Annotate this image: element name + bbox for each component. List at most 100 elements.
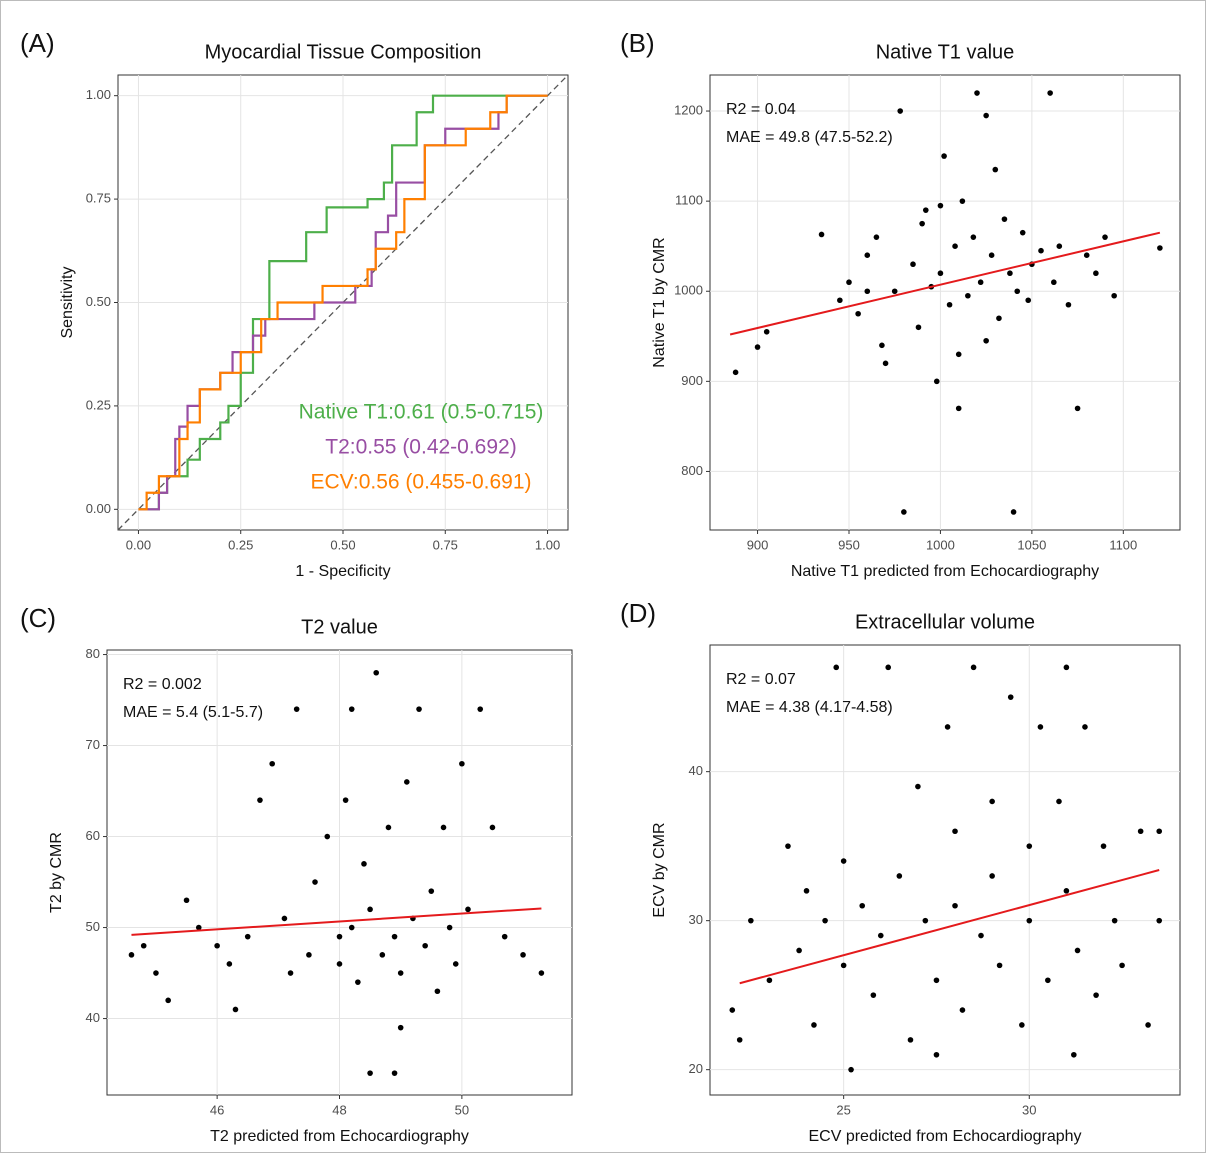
point: [1051, 279, 1057, 286]
legend-entry: ECV:0.56 (0.455-0.691): [310, 471, 531, 494]
point: [822, 917, 828, 924]
y-tick-label: 900: [681, 373, 703, 388]
point: [128, 952, 135, 958]
point: [922, 207, 929, 213]
point: [1007, 270, 1013, 277]
point: [970, 664, 977, 671]
point: [452, 961, 459, 967]
point: [729, 1007, 736, 1013]
point: [1010, 509, 1017, 515]
annotation: R2 = 0.002: [123, 676, 202, 693]
regression-line: [729, 231, 1161, 336]
point: [1111, 292, 1117, 299]
point: [848, 1066, 854, 1073]
point: [244, 933, 251, 940]
point: [501, 933, 508, 940]
chart-title: Myocardial Tissue Composition: [205, 41, 482, 63]
point: [977, 279, 984, 286]
point: [1119, 962, 1125, 969]
point: [754, 344, 761, 350]
point: [952, 243, 958, 249]
point: [465, 906, 471, 913]
point: [183, 897, 190, 904]
point: [983, 112, 989, 119]
x-axis-label: Native T1 predicted from Echocardiograph…: [791, 563, 1099, 580]
point: [226, 961, 233, 967]
point: [833, 664, 840, 671]
point: [989, 873, 995, 879]
point: [937, 270, 944, 277]
point: [1014, 288, 1021, 295]
annotation: MAE = 49.8 (47.5-52.2): [726, 129, 893, 146]
point: [970, 234, 977, 240]
y-tick-label: 800: [681, 463, 703, 478]
y-tick-label: 0.00: [86, 501, 111, 516]
point: [897, 108, 903, 114]
point: [153, 970, 159, 976]
point: [885, 664, 891, 671]
point: [855, 310, 861, 317]
x-tick-label: 1000: [926, 537, 955, 552]
point: [306, 952, 312, 958]
point: [840, 858, 847, 864]
point: [1037, 724, 1044, 730]
panel-label: (D): [620, 598, 656, 628]
point: [955, 405, 962, 412]
y-axis-label: T2 by CMR: [48, 832, 65, 913]
annotation: MAE = 5.4 (5.1-5.7): [123, 704, 263, 721]
legend-entry: Native T1:0.61 (0.5-0.715): [299, 401, 544, 424]
point: [416, 706, 422, 712]
point: [446, 924, 453, 931]
y-tick-label: 70: [86, 737, 100, 752]
point: [140, 942, 147, 949]
point: [796, 947, 802, 954]
point: [1083, 252, 1090, 258]
point: [367, 906, 373, 913]
x-tick-label: 0.25: [228, 537, 253, 552]
y-tick-label: 1.00: [86, 87, 111, 102]
point: [1056, 243, 1063, 249]
point: [385, 824, 392, 831]
y-tick-label: 0.75: [86, 191, 111, 206]
point: [391, 933, 398, 940]
point: [859, 902, 866, 909]
point: [1156, 917, 1163, 924]
point: [941, 153, 947, 159]
point: [1063, 664, 1070, 671]
point: [348, 924, 355, 931]
point: [1156, 828, 1163, 835]
regression-line: [739, 869, 1160, 985]
point: [373, 669, 380, 676]
point: [944, 724, 951, 730]
point: [922, 917, 929, 924]
x-tick-label: 1100: [1109, 537, 1137, 552]
point: [864, 288, 871, 295]
y-tick-label: 20: [689, 1061, 703, 1076]
point: [1093, 992, 1099, 998]
point: [748, 917, 754, 924]
x-tick-label: 46: [210, 1102, 224, 1117]
point: [520, 952, 526, 958]
point: [1047, 90, 1053, 96]
point: [959, 198, 966, 204]
y-tick-label: 0.25: [86, 397, 111, 412]
point: [877, 932, 884, 939]
point: [422, 942, 428, 949]
point: [818, 231, 825, 238]
point: [281, 915, 288, 922]
point: [840, 962, 847, 969]
y-tick-label: 0.50: [86, 294, 111, 309]
point: [165, 997, 171, 1004]
point: [864, 252, 871, 258]
x-tick-label: 0.00: [126, 537, 151, 552]
point: [736, 1037, 743, 1043]
point: [195, 924, 202, 931]
point: [785, 843, 791, 849]
point: [952, 828, 958, 835]
panel-label: (A): [20, 28, 55, 58]
point: [1145, 1022, 1151, 1028]
point: [1056, 798, 1062, 805]
point: [397, 1024, 404, 1031]
point: [1157, 245, 1163, 251]
point: [766, 977, 773, 984]
